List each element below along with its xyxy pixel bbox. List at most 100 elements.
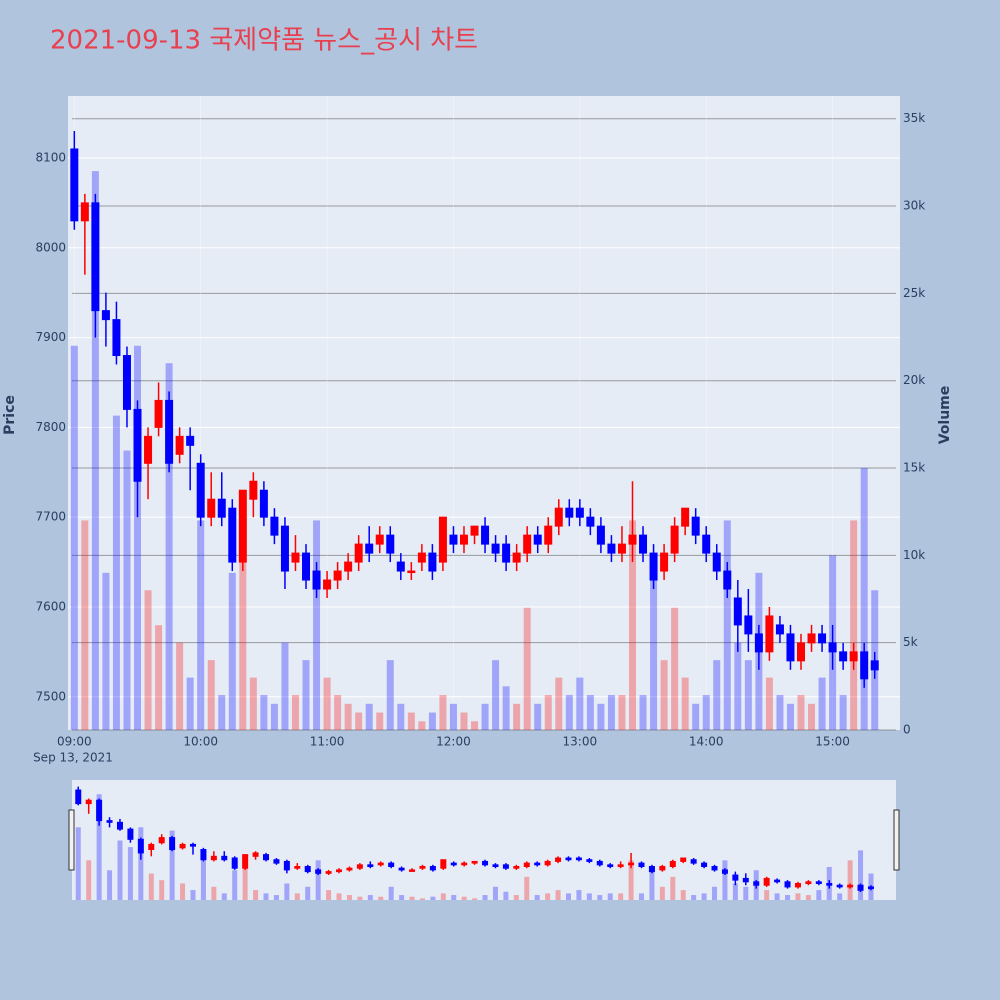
mini-volume-bar [576,890,582,900]
candle-body [470,525,479,536]
mini-candle-body [169,837,176,851]
mini-volume-bar [586,893,592,900]
mini-volume-bar [649,870,655,900]
candle-body [870,660,879,671]
candle-body [712,552,721,572]
mini-candle-body [346,867,353,871]
mini-candle-body [336,869,343,873]
mini-candle-body [242,854,249,869]
volume-bar [597,703,605,730]
volume-bar [765,677,773,730]
mini-volume-bar [785,895,791,900]
candle-body [407,570,416,574]
mini-candle-body [534,862,541,866]
mini-candle-body [721,869,728,874]
mini-volume-bar [461,896,467,900]
candle-body [807,633,816,644]
volume-bar [628,520,636,730]
candle-body [523,534,532,554]
mini-candle-body [283,860,290,871]
volume-bar [134,345,142,730]
volume-bar [344,703,352,730]
y-tick-label: 7800 [35,420,66,434]
mini-volume-bar [326,890,332,900]
mini-volume-bar [774,893,780,900]
slider-handle[interactable] [893,809,900,871]
volume-bar [123,450,131,730]
mini-candle-body [273,859,280,864]
volume-bar [786,703,794,730]
candle-body [596,525,605,545]
mini-volume-bar [743,886,749,900]
mini-volume-bar [169,830,175,900]
volume-bar [797,695,805,730]
volume-bar [70,345,78,730]
volume-bar [471,721,479,730]
mini-volume-bar [440,893,446,900]
y-tick-label: 8100 [35,150,66,164]
mini-volume-bar [127,847,133,900]
candle-body [417,552,426,563]
y2-tick-label: 20k [903,373,925,387]
mini-candle-body [502,864,509,869]
y2-tick-label: 15k [903,461,925,475]
mini-candle-body [325,871,332,874]
x-date-label: Sep 13, 2021 [33,751,113,765]
mini-volume-bar [305,886,311,900]
mini-volume-bar [565,893,571,900]
plot-area [68,96,900,730]
candle-body [607,543,616,554]
candle-body [565,507,574,518]
candle-body [512,552,521,563]
mini-candle-body [158,837,165,844]
candle-body [554,507,563,527]
volume-bar [407,712,415,730]
candle-body [660,552,669,572]
volume-bar [555,677,563,730]
mini-candle-body [106,820,113,823]
mini-volume-bar [764,890,770,900]
layer: 7500 7600 7700 7800 7900 8000 8100 0 5k 10k 15k 20k… [35,96,925,900]
volume-bar [671,607,679,730]
mini-volume-bar [722,860,728,900]
volume-bar [681,677,689,730]
mini-candle-body [763,877,770,886]
candle-body [144,435,153,464]
y2-tick-label: 0 [903,723,911,737]
volume-bar [850,520,858,730]
candle-body [186,435,195,446]
candle-body [280,525,289,572]
candle-body [670,525,679,554]
slider-handle[interactable] [68,809,75,871]
mini-volume-bar [180,883,186,900]
volume-bar [723,520,731,730]
range-slider[interactable] [72,780,896,900]
candle-body [849,651,858,662]
mini-volume-bar [346,895,352,900]
volume-bar [270,703,278,730]
y2-tick-label: 5k [903,635,918,649]
candle-body [259,489,268,518]
candle-body [438,516,447,563]
volume-bar [144,590,152,730]
mini-volume-bar [732,883,738,900]
mini-candle-body [200,849,207,861]
mini-candle-body [638,862,645,868]
volume-bar [155,625,163,730]
mini-volume-bar [336,893,342,900]
mini-candle-body [429,866,436,871]
y2-tick-label: 25k [903,286,925,300]
volume-bar [702,695,710,730]
mini-candle-body [867,886,874,890]
mini-volume-bar [367,895,373,900]
mini-candle-body [377,862,384,866]
mini-candle-body [836,884,843,888]
candle-body [386,534,395,554]
mini-candle-body [544,860,551,866]
volume-bar [607,695,615,730]
candle-body [575,507,584,518]
volume-bar [818,677,826,730]
candle-body [207,498,216,518]
mini-volume-bar [618,893,624,900]
mini-volume-bar [211,886,217,900]
